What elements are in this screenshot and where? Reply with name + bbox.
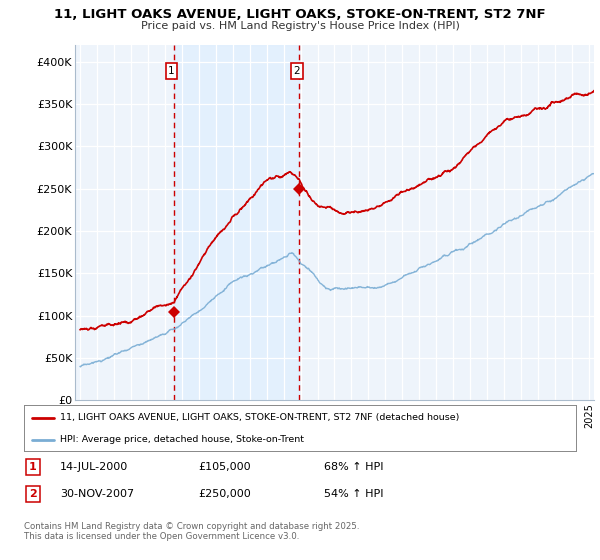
Text: 14-JUL-2000: 14-JUL-2000 <box>60 462 128 472</box>
Text: 30-NOV-2007: 30-NOV-2007 <box>60 489 134 499</box>
Text: £250,000: £250,000 <box>198 489 251 499</box>
Text: 11, LIGHT OAKS AVENUE, LIGHT OAKS, STOKE-ON-TRENT, ST2 7NF (detached house): 11, LIGHT OAKS AVENUE, LIGHT OAKS, STOKE… <box>60 413 459 422</box>
Text: Price paid vs. HM Land Registry's House Price Index (HPI): Price paid vs. HM Land Registry's House … <box>140 21 460 31</box>
Text: 68% ↑ HPI: 68% ↑ HPI <box>324 462 383 472</box>
Text: £105,000: £105,000 <box>198 462 251 472</box>
Text: 1: 1 <box>168 66 175 76</box>
Text: Contains HM Land Registry data © Crown copyright and database right 2025.
This d: Contains HM Land Registry data © Crown c… <box>24 522 359 542</box>
Text: 2: 2 <box>293 66 300 76</box>
Text: 54% ↑ HPI: 54% ↑ HPI <box>324 489 383 499</box>
Text: 1: 1 <box>29 462 37 472</box>
Text: 11, LIGHT OAKS AVENUE, LIGHT OAKS, STOKE-ON-TRENT, ST2 7NF: 11, LIGHT OAKS AVENUE, LIGHT OAKS, STOKE… <box>54 8 546 21</box>
Text: 2: 2 <box>29 489 37 499</box>
Bar <box>174 45 299 400</box>
Text: HPI: Average price, detached house, Stoke-on-Trent: HPI: Average price, detached house, Stok… <box>60 435 304 444</box>
